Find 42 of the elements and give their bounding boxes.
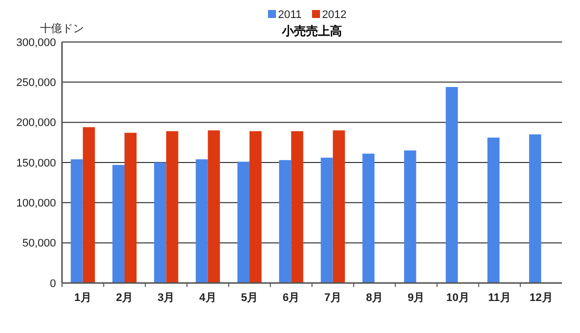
x-tick-label: 3月 xyxy=(158,292,175,304)
bar xyxy=(70,159,83,283)
bar xyxy=(237,162,250,283)
x-tick-label: 11月 xyxy=(488,292,511,304)
bar xyxy=(529,134,542,283)
x-tick-label: 2月 xyxy=(116,292,134,304)
y-tick-label: 150,000 xyxy=(16,157,56,170)
bar xyxy=(332,130,345,283)
x-tick-label: 9月 xyxy=(408,292,425,304)
bar xyxy=(196,159,208,283)
x-tick-label: 12月 xyxy=(530,292,553,304)
bar xyxy=(154,162,166,283)
bar xyxy=(446,86,458,283)
x-tick-label: 8月 xyxy=(366,292,384,304)
x-tick-label: 10月 xyxy=(446,292,470,304)
bar xyxy=(82,127,95,283)
bar xyxy=(112,164,124,283)
x-tick-label: 7月 xyxy=(324,292,342,304)
bar xyxy=(404,150,416,283)
y-tick-label: 200,000 xyxy=(16,117,56,130)
bar xyxy=(291,131,304,283)
bar xyxy=(487,138,500,283)
bar xyxy=(208,130,220,283)
legend-label: 2011 xyxy=(278,9,302,21)
bar xyxy=(362,154,374,283)
bar xyxy=(250,131,262,283)
y-tick-label: 50,000 xyxy=(22,238,56,250)
y-tick-label: 250,000 xyxy=(16,77,56,90)
y-tick-label: 0 xyxy=(50,278,56,290)
bar xyxy=(124,132,137,283)
chart-title: 小売売上高 xyxy=(281,24,342,38)
x-tick-label: 1月 xyxy=(74,292,92,304)
bar xyxy=(166,131,178,283)
y-axis-title: 十億ドン xyxy=(40,22,84,35)
bar xyxy=(320,158,333,283)
x-tick-label: 5月 xyxy=(240,292,258,304)
bar xyxy=(279,160,292,283)
y-tick-label: 300,000 xyxy=(16,36,56,49)
x-tick-label: 4月 xyxy=(199,292,216,304)
x-tick-label: 6月 xyxy=(282,292,300,304)
y-tick-label: 100,000 xyxy=(16,198,56,210)
legend-label: 2012 xyxy=(322,9,346,21)
